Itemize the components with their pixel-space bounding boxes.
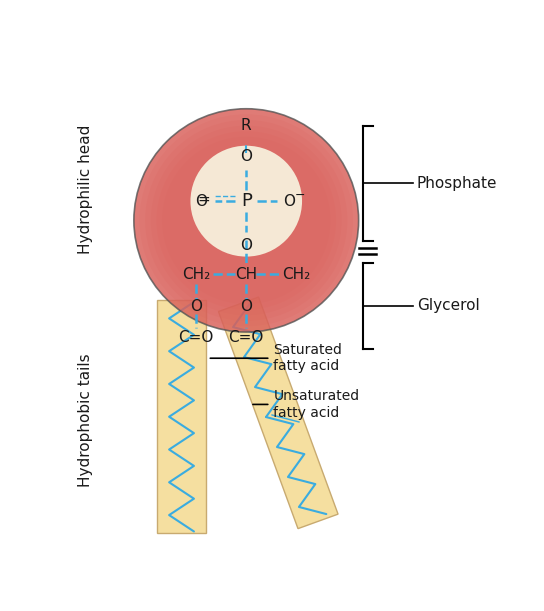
Text: CH₂: CH₂ [282,267,311,282]
Text: Hydrophilic head: Hydrophilic head [78,124,92,254]
Text: O: O [240,149,252,164]
Text: =: = [198,192,211,207]
Text: O: O [240,299,252,314]
Text: Hydrophobic tails: Hydrophobic tails [78,353,92,486]
Circle shape [134,109,358,332]
Text: CH: CH [235,267,257,282]
FancyBboxPatch shape [157,301,206,533]
Text: O: O [190,299,202,314]
Text: O: O [195,194,207,208]
Polygon shape [219,297,338,529]
Text: Glycerol: Glycerol [417,298,479,313]
Circle shape [145,120,348,321]
Text: R: R [241,119,251,133]
Text: P: P [241,192,252,210]
Text: Unsaturated
fatty acid: Unsaturated fatty acid [253,389,360,420]
Text: Saturated
fatty acid: Saturated fatty acid [211,343,342,373]
Text: −: − [294,188,305,202]
Text: C=O: C=O [178,330,214,345]
Text: O: O [240,238,252,253]
Circle shape [162,137,331,304]
Circle shape [151,125,342,315]
Text: Phosphate: Phosphate [417,176,497,191]
Circle shape [190,145,302,257]
Text: CH₂: CH₂ [182,267,210,282]
Text: C=O: C=O [228,330,264,345]
Circle shape [156,131,336,310]
Text: O: O [283,194,295,208]
Circle shape [134,109,358,332]
Circle shape [139,114,353,326]
